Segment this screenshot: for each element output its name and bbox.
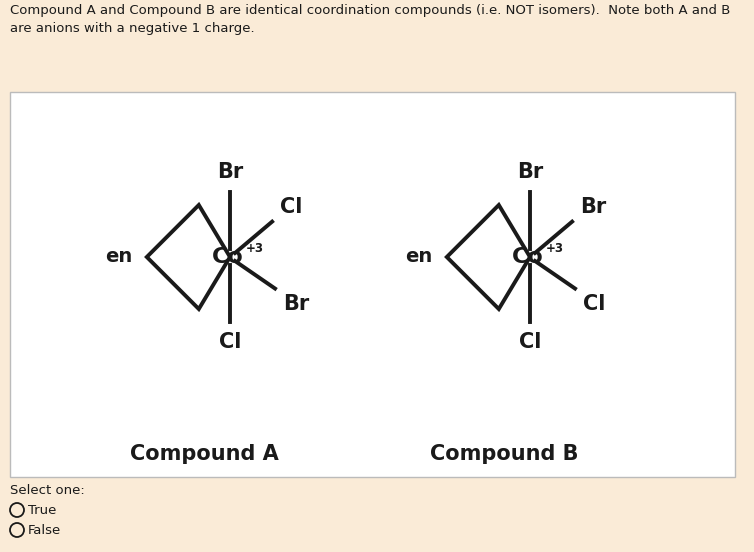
Text: Compound A: Compound A <box>130 444 279 464</box>
Text: Co: Co <box>212 247 244 267</box>
Text: True: True <box>28 503 57 517</box>
Text: Br: Br <box>283 294 309 314</box>
Text: +3: +3 <box>546 242 564 256</box>
Text: Select one:: Select one: <box>10 484 84 497</box>
Text: Cl: Cl <box>583 294 605 314</box>
Text: en: en <box>406 247 433 267</box>
Text: Cl: Cl <box>280 197 302 216</box>
FancyBboxPatch shape <box>10 92 735 477</box>
Text: Br: Br <box>217 162 243 182</box>
Text: Br: Br <box>517 162 543 182</box>
Text: False: False <box>28 523 61 537</box>
Text: Cl: Cl <box>219 332 241 352</box>
Text: en: en <box>106 247 133 267</box>
Text: +3: +3 <box>246 242 264 256</box>
Text: Cl: Cl <box>519 332 541 352</box>
Text: Compound A and Compound B are identical coordination compounds (i.e. NOT isomers: Compound A and Compound B are identical … <box>10 4 731 35</box>
Text: Co: Co <box>512 247 544 267</box>
Text: Br: Br <box>580 197 606 216</box>
Text: Compound B: Compound B <box>430 444 578 464</box>
